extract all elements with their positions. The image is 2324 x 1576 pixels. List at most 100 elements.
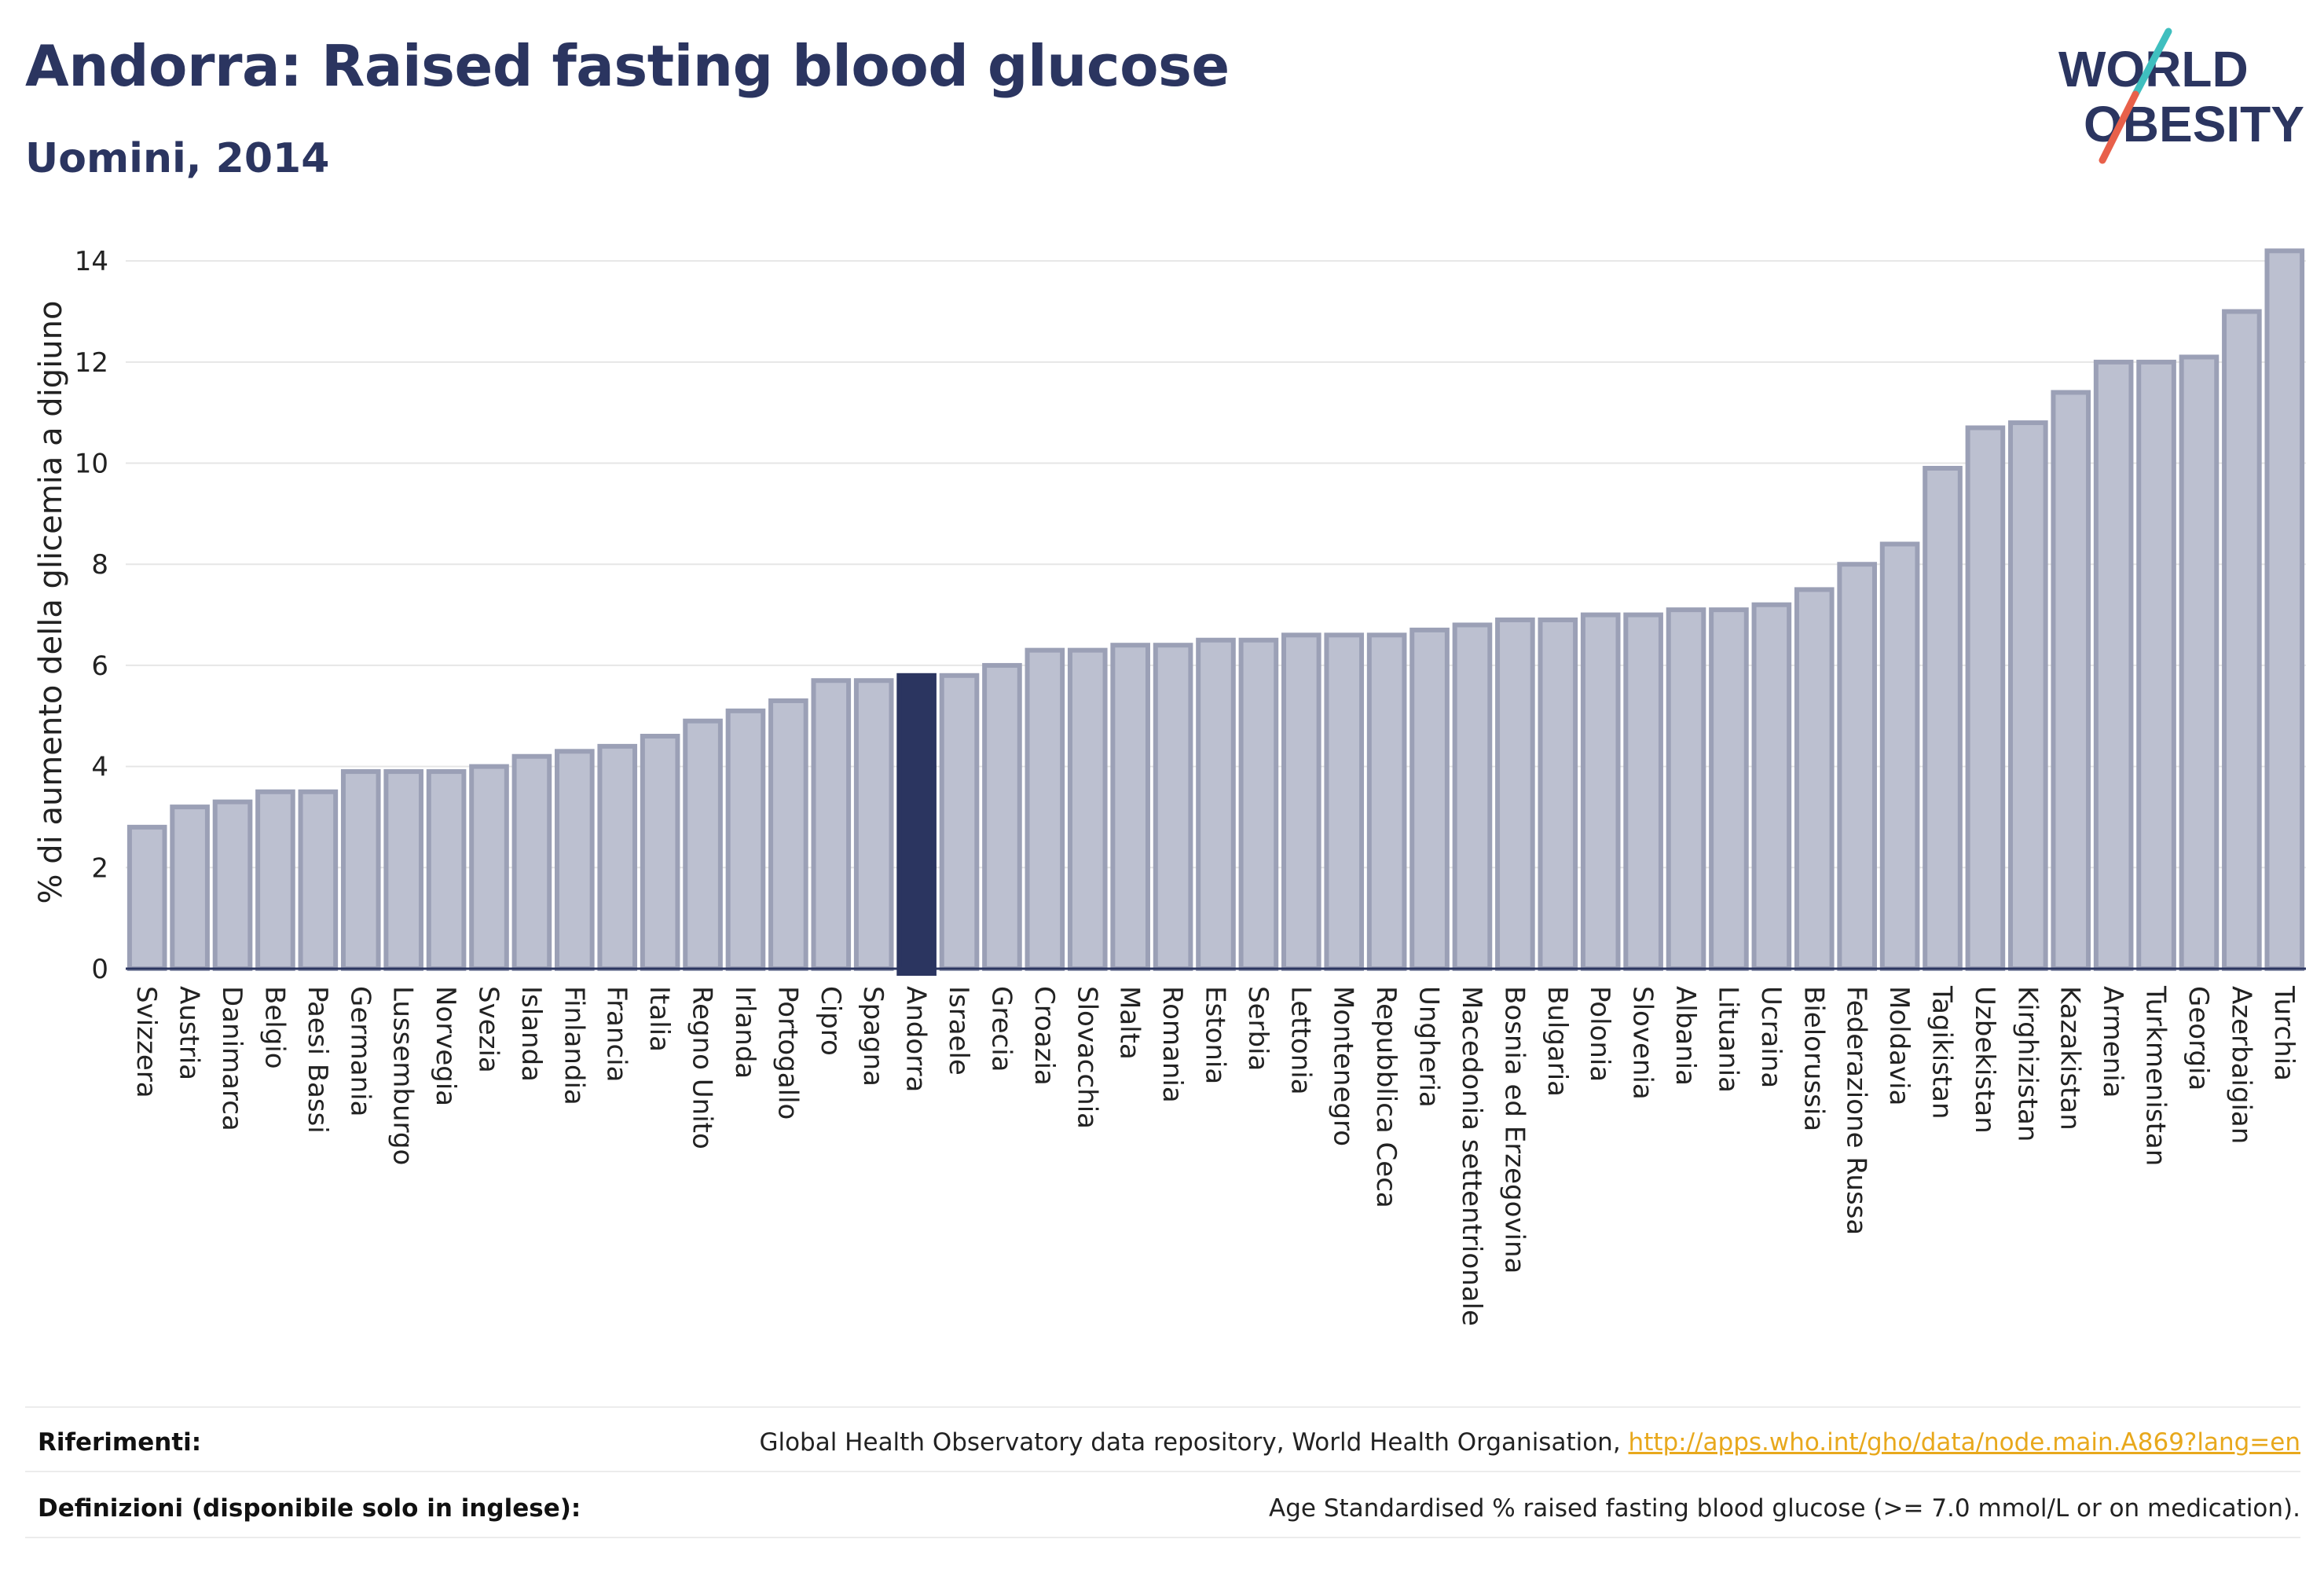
x-tick-label: Turchia [2268, 985, 2300, 1081]
x-tick-label: Belgio [258, 986, 290, 1069]
x-tick-label: Germania [344, 986, 376, 1116]
bar [426, 769, 467, 971]
x-tick-label: Danimarca [216, 986, 247, 1131]
x-tick-label: Slovacchia [1071, 986, 1102, 1129]
y-tick-label: 4 [91, 752, 108, 783]
x-tick-label: Paesi Bassi [302, 986, 333, 1134]
bar [340, 769, 381, 971]
bar [2008, 420, 2048, 971]
bar [2222, 309, 2262, 972]
bar [939, 673, 980, 971]
x-tick-label: Tagikistan [1926, 985, 1958, 1120]
x-tick-label: Irlanda [729, 986, 761, 1079]
x-tick-label: Bielorussia [1798, 986, 1829, 1131]
footer-divider-top [25, 1406, 2300, 1408]
x-tick-label: Repubblica Ceca [1370, 986, 1402, 1208]
bar [2179, 354, 2220, 971]
bar [1623, 612, 1663, 971]
page-title: Andorra: Raised fasting blood glucose [25, 33, 1230, 99]
x-tick-label: Bulgaria [1541, 986, 1573, 1097]
y-axis-label: % di aumento della glicemia a digiuno [33, 301, 69, 904]
x-tick-label: Slovenia [1627, 986, 1659, 1100]
y-tick-label: 0 [91, 954, 108, 985]
bar [1923, 465, 1963, 971]
bar [383, 769, 423, 971]
x-tick-label: Grecia [985, 986, 1017, 1072]
x-tick-label: Andorra [900, 986, 932, 1092]
bar [212, 799, 253, 971]
x-tick-label: Azerbaigian [2225, 986, 2256, 1144]
x-tick-label: Georgia [2183, 986, 2214, 1090]
x-tick-label: Cipro [815, 986, 846, 1056]
x-tick-label: Macedonia settentrionale [1456, 986, 1487, 1326]
bar [1452, 622, 1493, 972]
bar [1709, 607, 1749, 971]
x-tick-label: Armenia [2097, 986, 2128, 1098]
x-tick-label: Svezia [473, 986, 504, 1073]
bar [511, 753, 552, 971]
x-tick-label: Austria [174, 986, 205, 1080]
bar [725, 708, 766, 971]
bar [1025, 647, 1065, 971]
bar [1538, 618, 1578, 971]
x-tick-label: Spagna [857, 986, 889, 1087]
x-tick-label: Albania [1670, 986, 1701, 1086]
bar [126, 824, 167, 971]
logo-slash-teal [2132, 27, 2172, 98]
x-tick-label: Ungheria [1413, 986, 1445, 1108]
y-tick-label: 6 [91, 651, 108, 682]
references-text: Global Health Observatory data repositor… [759, 1428, 1629, 1457]
bar [896, 673, 937, 976]
x-tick-label: Regno Unito [687, 986, 718, 1149]
bar [1495, 618, 1535, 971]
bar [982, 662, 1022, 971]
footer-divider-middle [25, 1471, 2300, 1472]
x-tick-label: Kazakistan [2055, 986, 2086, 1131]
bar [255, 789, 295, 971]
x-tick-label: Uzbekistan [1969, 986, 2000, 1134]
y-tick-label: 2 [91, 852, 108, 884]
bar [2136, 359, 2176, 971]
x-tick-label: Lituania [1712, 986, 1743, 1093]
x-tick-label: Ucraina [1755, 986, 1787, 1088]
x-tick-label: Croazia [1028, 986, 1060, 1086]
references-link[interactable]: http://apps.who.int/gho/data/node.main.A… [1628, 1428, 2300, 1457]
x-tick-label: Serbia [1242, 986, 1274, 1071]
y-tick-label: 8 [91, 549, 108, 581]
bar [1238, 637, 1279, 971]
bar [1879, 541, 1920, 971]
y-tick-label: 14 [75, 246, 108, 277]
bar [1580, 612, 1621, 971]
bar [2264, 248, 2305, 971]
x-tick-label: Norvegia [430, 986, 461, 1106]
x-tick-label: Francia [601, 986, 632, 1082]
bar [1751, 602, 1792, 971]
bar [1324, 632, 1365, 972]
bar [555, 749, 595, 972]
x-tick-label: Islanda [515, 986, 547, 1082]
definitions-value: Age Standardised % raised fasting blood … [1269, 1494, 2300, 1523]
bar [1666, 607, 1706, 971]
bar [1965, 425, 2006, 971]
bar [1067, 647, 1108, 971]
x-tick-label: Montenegro [1328, 986, 1359, 1146]
bar [1366, 632, 1407, 972]
bar [1281, 632, 1321, 972]
x-tick-label: Israele [943, 986, 974, 1076]
world-obesity-logo: WORLD OBESITY [2058, 27, 2304, 164]
bar [1110, 643, 1150, 971]
logo-line1: WORLD [2058, 41, 2249, 97]
x-tick-label: Lettonia [1285, 986, 1316, 1095]
bar [768, 698, 808, 971]
footer-divider-bottom [25, 1537, 2300, 1538]
references-value: Global Health Observatory data repositor… [759, 1428, 2300, 1457]
x-tick-label: Bosnia ed Erzegovina [1498, 986, 1530, 1274]
bar [170, 804, 210, 971]
bar [298, 789, 339, 971]
bar [1409, 627, 1450, 971]
bar [1196, 637, 1236, 971]
y-tick-label: 10 [75, 449, 108, 480]
x-tick-label: Malta [1114, 986, 1146, 1060]
bar [597, 743, 638, 971]
x-tick-label: Finlandia [558, 986, 589, 1105]
